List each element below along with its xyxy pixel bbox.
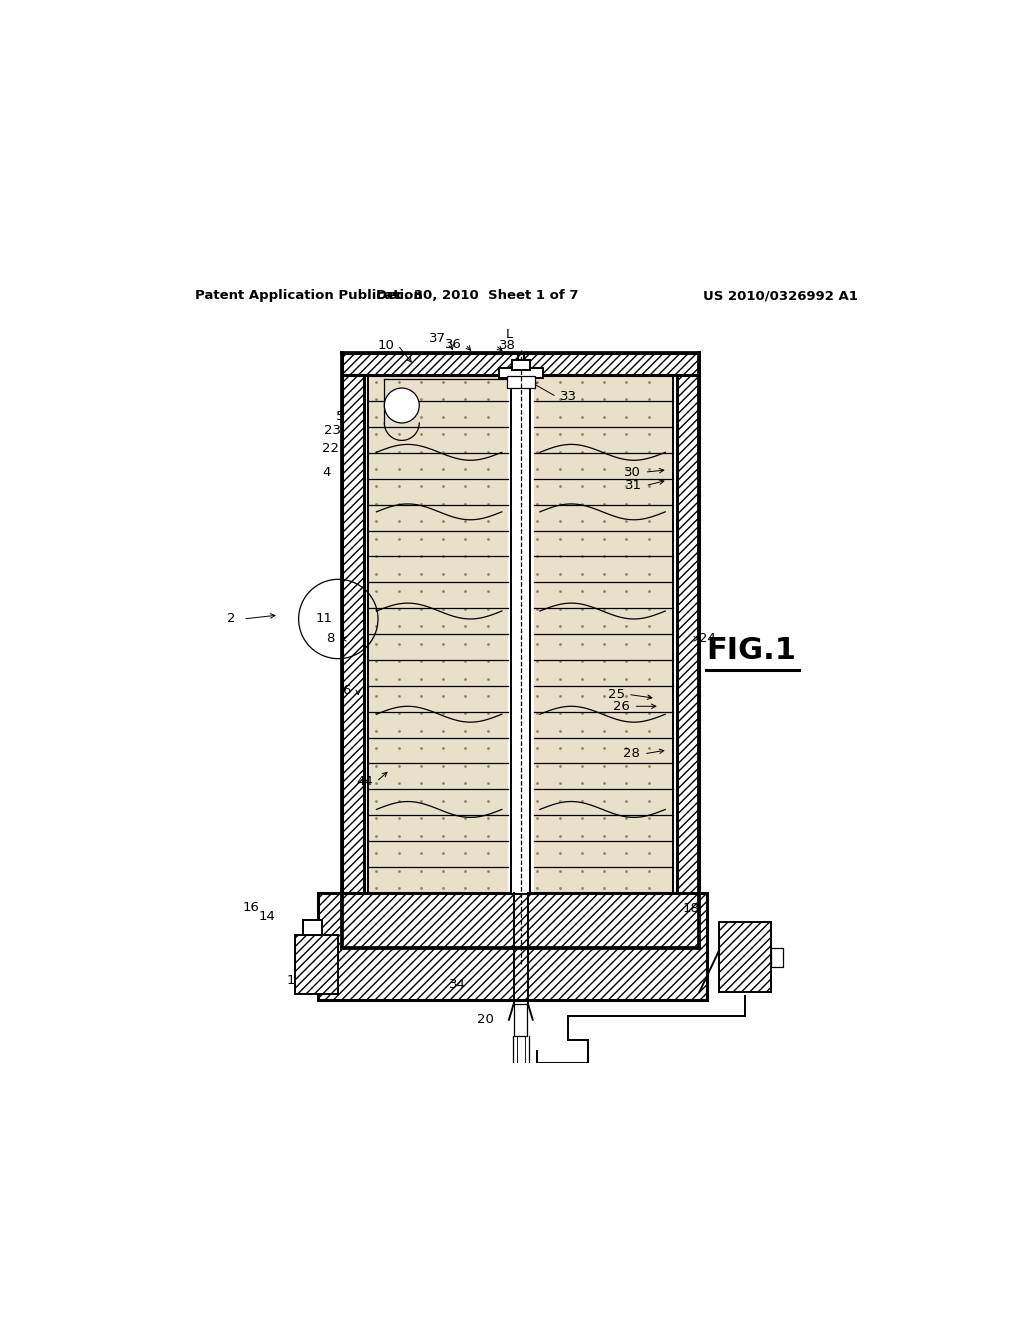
- Bar: [511, 367, 530, 892]
- Text: 36: 36: [445, 338, 462, 351]
- Text: 31: 31: [625, 479, 642, 492]
- Text: 16: 16: [243, 900, 259, 913]
- Text: 38: 38: [499, 339, 516, 351]
- Text: 30: 30: [625, 466, 641, 479]
- Text: 6: 6: [342, 684, 350, 697]
- Text: 22: 22: [322, 442, 339, 455]
- Text: 34: 34: [449, 978, 466, 990]
- Text: 10: 10: [378, 339, 394, 351]
- Circle shape: [384, 388, 419, 422]
- Text: 23: 23: [325, 424, 341, 437]
- Bar: [369, 375, 673, 892]
- Bar: [369, 375, 508, 892]
- Text: 11: 11: [315, 612, 333, 626]
- Text: US 2010/0326992 A1: US 2010/0326992 A1: [703, 289, 858, 302]
- Bar: [303, 920, 323, 935]
- Text: 2: 2: [227, 612, 236, 626]
- Text: 8: 8: [327, 632, 335, 645]
- Text: 5: 5: [337, 411, 345, 424]
- Bar: [507, 376, 536, 388]
- Bar: [514, 1005, 527, 1036]
- Bar: [295, 935, 338, 994]
- Bar: [499, 368, 543, 378]
- Bar: [534, 375, 673, 892]
- Text: 44: 44: [356, 775, 373, 788]
- Text: Dec. 30, 2010  Sheet 1 of 7: Dec. 30, 2010 Sheet 1 of 7: [376, 289, 579, 302]
- Text: 37: 37: [429, 333, 446, 346]
- Text: L: L: [505, 329, 513, 342]
- Text: 33: 33: [560, 391, 577, 404]
- Text: 14: 14: [258, 909, 275, 923]
- Text: 26: 26: [613, 700, 630, 713]
- Text: 24: 24: [699, 632, 716, 645]
- Text: 28: 28: [624, 747, 640, 760]
- Bar: [771, 948, 782, 966]
- Text: 20: 20: [477, 1014, 494, 1026]
- Bar: [342, 375, 365, 948]
- Bar: [318, 892, 708, 1001]
- Text: 4: 4: [323, 466, 331, 479]
- Text: 25: 25: [607, 688, 625, 701]
- Text: Patent Application Publication: Patent Application Publication: [196, 289, 423, 302]
- Bar: [719, 923, 771, 991]
- Bar: [677, 375, 699, 948]
- Text: 18: 18: [683, 902, 699, 915]
- Bar: [512, 360, 529, 370]
- Text: 12: 12: [286, 974, 303, 986]
- Bar: [342, 354, 699, 375]
- Text: FIG.1: FIG.1: [706, 636, 796, 665]
